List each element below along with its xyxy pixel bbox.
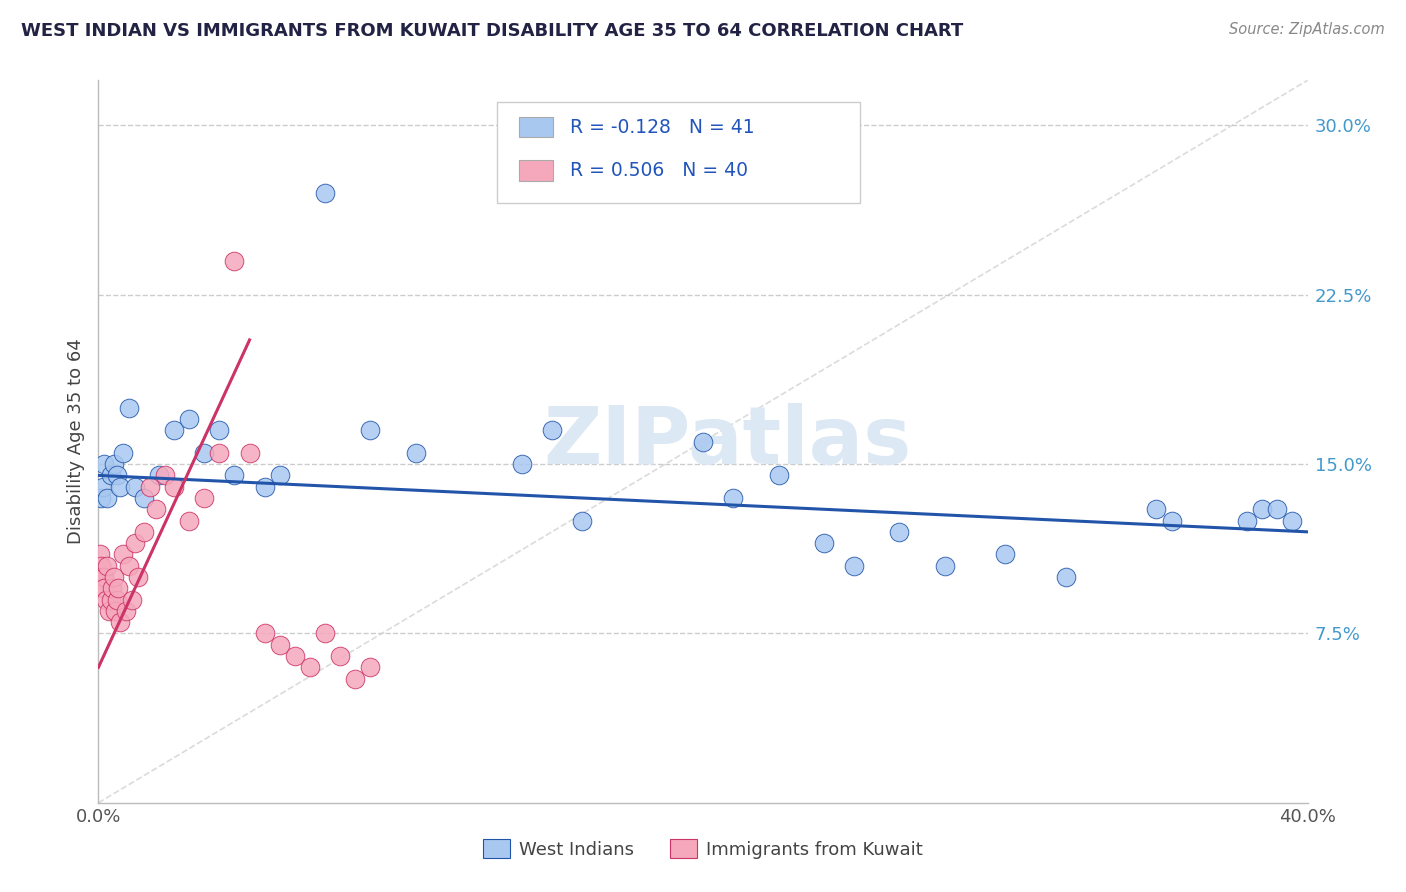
Point bbox=[510, 457, 533, 471]
Point bbox=[91, 480, 114, 494]
Point bbox=[299, 660, 322, 674]
Point bbox=[93, 582, 115, 596]
Point bbox=[101, 582, 124, 596]
Point bbox=[108, 615, 131, 630]
Point bbox=[132, 524, 155, 539]
Point bbox=[768, 468, 790, 483]
Point bbox=[93, 570, 115, 584]
Point bbox=[179, 412, 201, 426]
Point bbox=[1281, 514, 1303, 528]
Point bbox=[540, 423, 562, 437]
Point bbox=[98, 604, 121, 618]
Point bbox=[193, 446, 215, 460]
Point bbox=[100, 592, 122, 607]
Point bbox=[103, 457, 125, 471]
Point bbox=[934, 558, 956, 573]
Point bbox=[723, 491, 745, 505]
Point bbox=[127, 570, 149, 584]
Point bbox=[96, 491, 118, 505]
Point bbox=[89, 548, 111, 562]
Point bbox=[111, 446, 134, 460]
Point bbox=[253, 480, 276, 494]
Point bbox=[124, 480, 146, 494]
Point bbox=[163, 423, 186, 437]
Point bbox=[124, 536, 146, 550]
Point bbox=[90, 558, 112, 573]
Point bbox=[269, 468, 291, 483]
Point bbox=[571, 514, 593, 528]
Point bbox=[114, 604, 136, 618]
Point bbox=[1054, 570, 1077, 584]
Point bbox=[100, 468, 122, 483]
Point bbox=[224, 468, 246, 483]
FancyBboxPatch shape bbox=[519, 161, 553, 181]
Point bbox=[224, 253, 246, 268]
Point bbox=[96, 558, 118, 573]
Point bbox=[813, 536, 835, 550]
Point bbox=[1251, 502, 1274, 516]
Point bbox=[360, 423, 382, 437]
Point bbox=[1146, 502, 1168, 516]
FancyBboxPatch shape bbox=[519, 117, 553, 137]
Legend: West Indians, Immigrants from Kuwait: West Indians, Immigrants from Kuwait bbox=[475, 832, 931, 866]
Point bbox=[105, 592, 128, 607]
Point bbox=[269, 638, 291, 652]
Point bbox=[103, 570, 125, 584]
Point bbox=[91, 570, 114, 584]
Point bbox=[314, 626, 336, 640]
Point bbox=[314, 186, 336, 201]
Point bbox=[405, 446, 427, 460]
Point bbox=[90, 491, 112, 505]
Point bbox=[889, 524, 911, 539]
Point bbox=[284, 648, 307, 663]
Point bbox=[208, 423, 231, 437]
Point bbox=[179, 514, 201, 528]
Point bbox=[107, 582, 129, 596]
Point bbox=[91, 582, 114, 596]
Point bbox=[344, 672, 367, 686]
Point bbox=[1267, 502, 1289, 516]
Point bbox=[153, 468, 176, 483]
Point bbox=[360, 660, 382, 674]
Point bbox=[329, 648, 352, 663]
Text: ZIPatlas: ZIPatlas bbox=[543, 402, 911, 481]
Text: WEST INDIAN VS IMMIGRANTS FROM KUWAIT DISABILITY AGE 35 TO 64 CORRELATION CHART: WEST INDIAN VS IMMIGRANTS FROM KUWAIT DI… bbox=[21, 22, 963, 40]
Point bbox=[121, 592, 143, 607]
Point bbox=[844, 558, 866, 573]
Point bbox=[108, 480, 131, 494]
Point bbox=[163, 480, 186, 494]
Point bbox=[253, 626, 276, 640]
Point bbox=[139, 480, 162, 494]
Point bbox=[93, 457, 115, 471]
Point bbox=[239, 446, 262, 460]
Point bbox=[94, 592, 117, 607]
Point bbox=[104, 604, 127, 618]
Point bbox=[1236, 514, 1258, 528]
Text: Source: ZipAtlas.com: Source: ZipAtlas.com bbox=[1229, 22, 1385, 37]
Point bbox=[148, 468, 170, 483]
Point bbox=[105, 468, 128, 483]
Point bbox=[132, 491, 155, 505]
Y-axis label: Disability Age 35 to 64: Disability Age 35 to 64 bbox=[66, 339, 84, 544]
Point bbox=[1160, 514, 1182, 528]
Point bbox=[111, 548, 134, 562]
Point bbox=[118, 558, 141, 573]
Point bbox=[118, 401, 141, 415]
Point bbox=[145, 502, 167, 516]
Point bbox=[692, 434, 714, 449]
Point bbox=[994, 548, 1017, 562]
Point bbox=[208, 446, 231, 460]
Text: R = 0.506   N = 40: R = 0.506 N = 40 bbox=[569, 161, 748, 180]
Text: R = -0.128   N = 41: R = -0.128 N = 41 bbox=[569, 118, 755, 136]
FancyBboxPatch shape bbox=[498, 102, 860, 203]
Point bbox=[193, 491, 215, 505]
